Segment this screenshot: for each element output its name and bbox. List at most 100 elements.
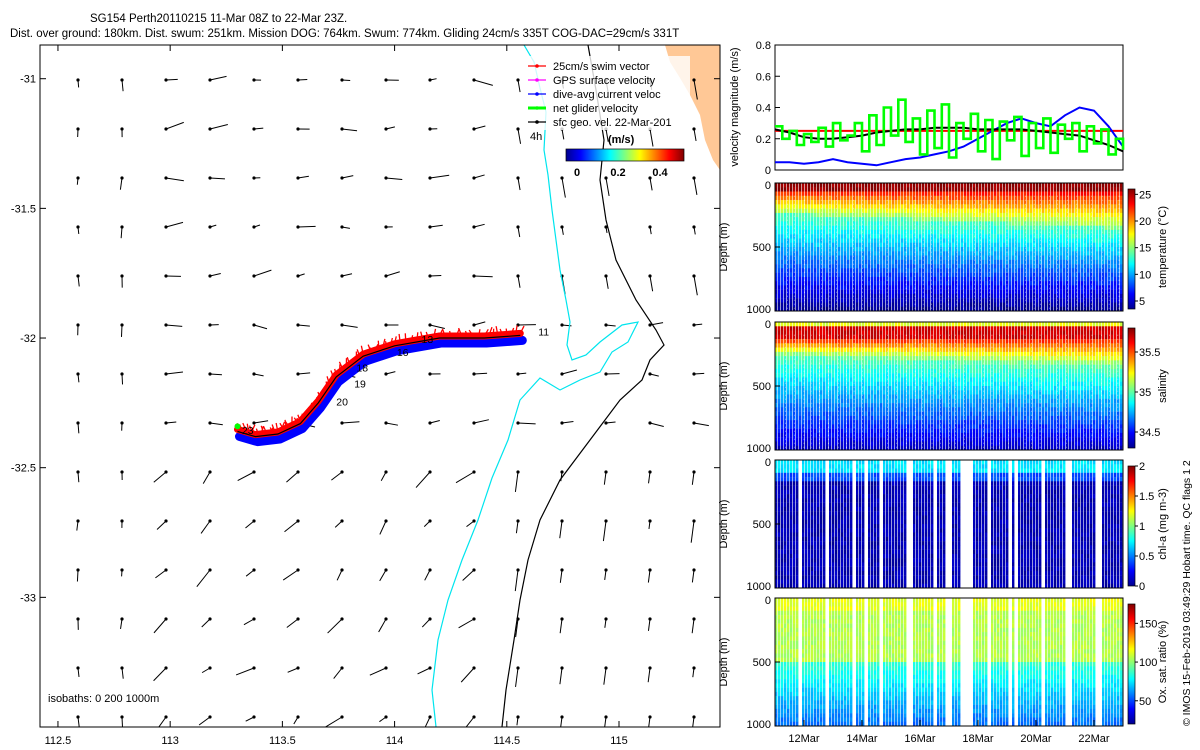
section-cell	[793, 276, 796, 282]
section-cell	[1087, 204, 1090, 209]
section-cell	[838, 255, 841, 260]
section-cell	[799, 259, 802, 265]
section-cell	[1087, 302, 1090, 307]
section-cell	[826, 247, 829, 252]
surface-velocity-arrow-head	[252, 78, 256, 82]
section-cell	[1096, 298, 1099, 303]
section-cell	[976, 212, 979, 218]
section-cell	[829, 339, 832, 344]
section-cell	[805, 373, 808, 378]
section-cell	[922, 187, 925, 192]
section-cell	[844, 272, 847, 278]
section-cell	[793, 339, 796, 344]
track-day-label: 16	[397, 347, 409, 359]
section-cell	[1093, 298, 1096, 303]
section-cell	[946, 221, 949, 226]
section-cell	[1075, 298, 1078, 303]
section-cell	[778, 373, 781, 378]
section-cell	[811, 217, 814, 222]
section-cell	[1087, 238, 1090, 243]
section-cell	[811, 351, 814, 357]
section-cell	[1048, 242, 1051, 248]
section-cell	[796, 356, 799, 361]
section-cell	[778, 428, 781, 434]
section-cell	[1045, 195, 1048, 201]
section-cell	[844, 229, 847, 235]
surface-velocity-arrow-head	[76, 470, 80, 474]
section-cell	[1039, 195, 1042, 201]
section-cell	[946, 200, 949, 205]
swim-vector	[306, 407, 310, 415]
section-cell	[1036, 204, 1039, 209]
section-cell	[883, 242, 886, 248]
section-cell	[1045, 200, 1048, 205]
surface-velocity-arrow-head	[120, 78, 124, 82]
section-cell	[1018, 264, 1021, 269]
section-cell	[937, 306, 940, 312]
surface-velocity-arrow-head	[296, 470, 300, 474]
section-cell	[943, 298, 946, 303]
section-cell	[1012, 208, 1015, 214]
surface-velocity-arrow-head	[208, 127, 212, 131]
section-cell	[967, 208, 970, 214]
section-cell	[1066, 242, 1069, 248]
section-cell	[949, 238, 952, 243]
section-cell	[949, 255, 952, 260]
section-cell	[994, 264, 997, 269]
section-cell	[796, 293, 799, 299]
section-cell	[823, 255, 826, 260]
section-cell	[1009, 298, 1012, 303]
section-cell	[781, 415, 784, 421]
section-cell	[814, 195, 817, 201]
section-cell	[805, 221, 808, 226]
surface-velocity-arrow-head	[208, 421, 212, 425]
section-cell	[952, 242, 955, 248]
section-cell	[1105, 306, 1108, 312]
section-cell	[787, 339, 790, 344]
section-cell	[784, 334, 787, 340]
section-cell	[862, 247, 865, 252]
section-cell	[1063, 208, 1066, 214]
section-cell	[964, 238, 967, 243]
surface-velocity-arrow-head	[76, 127, 80, 131]
section-cell	[844, 242, 847, 248]
section-cell	[805, 386, 808, 391]
section-cell	[1021, 264, 1024, 269]
section-cell	[991, 187, 994, 192]
section-cell	[820, 191, 823, 196]
section-cell	[856, 251, 859, 256]
section-cell	[1012, 276, 1015, 282]
section-cell	[955, 302, 958, 307]
section-cell	[934, 302, 937, 307]
section-cell	[796, 334, 799, 340]
section-cell	[799, 360, 802, 365]
surface-velocity-arrow-head	[76, 78, 80, 82]
section-cell	[868, 272, 871, 278]
section-cell	[1012, 204, 1015, 209]
section-cell	[838, 225, 841, 231]
section-cell	[904, 229, 907, 235]
section-cell	[1018, 187, 1021, 192]
section-cell	[880, 195, 883, 201]
section-cell	[850, 415, 853, 421]
section-cell	[979, 298, 982, 303]
section-cell	[811, 334, 814, 340]
section-cell	[997, 302, 1000, 307]
section-cell	[778, 347, 781, 353]
section-cell	[1045, 187, 1048, 192]
section-cell	[859, 360, 862, 365]
section-cell	[994, 204, 997, 209]
section-cell	[1063, 221, 1066, 226]
section-cell	[844, 195, 847, 201]
section-cell	[796, 302, 799, 307]
section-cell	[862, 285, 865, 290]
section-cell	[802, 204, 805, 209]
section-cell	[820, 432, 823, 438]
section-cell	[784, 276, 787, 282]
section-cell	[1045, 259, 1048, 265]
section-cell	[1102, 302, 1105, 307]
section-cell	[877, 242, 880, 248]
section-cell	[1060, 306, 1063, 312]
section-cell	[838, 302, 841, 307]
section-cell	[967, 195, 970, 201]
